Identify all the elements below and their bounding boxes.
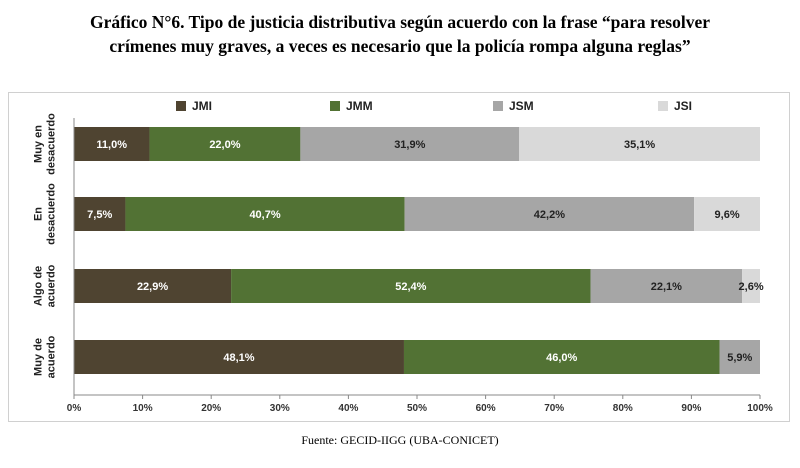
bar-jmm-0 (149, 127, 301, 161)
bar-jsi-0 (519, 127, 760, 161)
y-category-line: Muy en (33, 125, 45, 163)
data-label-jmi-3: 48,1% (223, 352, 254, 364)
x-axis: 0% 10% 20% 30% 40% 50% 60% 70% 80% 90% 100% (67, 118, 773, 414)
x-tick-label-10: 10% (133, 403, 153, 414)
y-category-line: acuerdo (46, 335, 58, 378)
data-label-jmm-2: 52,4% (395, 281, 426, 293)
legend-swatch-jsm (493, 101, 503, 111)
data-label-jsm-0: 31,9% (394, 139, 425, 151)
bar-jsi-2 (742, 269, 760, 303)
data-label-jsi-2: 2,6% (739, 281, 764, 293)
bar-jsm-1 (404, 197, 695, 231)
bar-jmi-0 (74, 127, 150, 161)
y-category-line: acuerdo (46, 264, 58, 307)
y-category-line: desacuerdo (46, 113, 58, 175)
y-category-label-1: Endesacuerdo (33, 183, 58, 245)
x-tick-label-20: 20% (201, 403, 221, 414)
svg-text:Muy deacuerdo: Muy deacuerdo (33, 335, 58, 378)
svg-text:Algo deacuerdo: Algo deacuerdo (33, 264, 58, 307)
data-label-jmi-2: 22,9% (137, 281, 168, 293)
x-tick-label-60: 60% (476, 403, 496, 414)
x-tick-label-70: 70% (544, 403, 564, 414)
y-category-line: Muy de (33, 338, 45, 376)
data-label-jsi-1: 9,6% (715, 209, 740, 221)
data-label-jmm-1: 40,7% (249, 209, 280, 221)
data-label-jmi-0: 11,0% (96, 139, 127, 151)
data-label-jsi-0: 35,1% (624, 139, 655, 151)
svg-text:Muy endesacuerdo: Muy endesacuerdo (33, 113, 58, 175)
stacked-bar-chart: JMI JMM JSM JSI 11,0% 22,0% 31,9% 35,1% 7,5% 40,… (33, 99, 773, 414)
y-category-label-0: Muy endesacuerdo (33, 113, 58, 175)
svg-text:Endesacuerdo: Endesacuerdo (33, 183, 58, 245)
chart-title-line-1: Gráfico N°6. Tipo de justicia distributi… (90, 12, 710, 32)
x-tick-label-90: 90% (681, 403, 701, 414)
legend-swatch-jsi (658, 101, 668, 111)
legend-label-jsm: JSM (509, 99, 534, 113)
data-label-jsm-2: 22,1% (651, 281, 682, 293)
chart-frame (8, 92, 790, 422)
bars: 11,0% 22,0% 31,9% 35,1% 7,5% 40,7% 42,2% 9,6% 22… (74, 127, 764, 374)
x-tick-label-80: 80% (613, 403, 633, 414)
legend-label-jmi: JMI (192, 99, 212, 113)
bar-jmm-3 (403, 340, 720, 374)
bar-jsi-1 (694, 197, 760, 231)
y-category-line: Algo de (33, 266, 45, 306)
x-tick-label-0: 0% (67, 403, 82, 414)
bar-jmm-2 (231, 269, 591, 303)
legend-label-jmm: JMM (346, 99, 373, 113)
legend-label-jsi: JSI (674, 99, 692, 113)
data-label-jsm-3: 5,9% (727, 352, 752, 364)
bar-jmi-3 (74, 340, 404, 374)
data-label-jsm-1: 42,2% (534, 209, 565, 221)
y-category-line: En (33, 207, 45, 221)
legend-swatch-jmi (176, 101, 186, 111)
legend-swatch-jmm (330, 101, 340, 111)
data-label-jmm-0: 22,0% (209, 139, 240, 151)
chart-title-line-2: crímenes muy graves, a veces es necesari… (109, 36, 691, 56)
x-tick-label-50: 50% (407, 403, 427, 414)
source-note: Fuente: GECID-IIGG (UBA-CONICET) (301, 433, 499, 447)
bar-jsm-2 (590, 269, 743, 303)
bar-jsm-0 (300, 127, 520, 161)
bar-jmi-2 (74, 269, 232, 303)
y-category-label-2: Algo deacuerdo (33, 264, 58, 307)
bar-jsm-3 (719, 340, 760, 374)
x-tick-label-100: 100% (747, 403, 773, 414)
data-label-jmm-3: 46,0% (546, 352, 577, 364)
x-tick-label-40: 40% (338, 403, 358, 414)
x-tick-label-30: 30% (270, 403, 290, 414)
y-category-label-3: Muy deacuerdo (33, 335, 58, 378)
data-label-jmi-1: 7,5% (87, 209, 112, 221)
y-category-line: desacuerdo (46, 183, 58, 245)
chart-title: Gráfico N°6. Tipo de justicia distributi… (0, 10, 800, 58)
legend: JMI JMM JSM JSI (176, 99, 692, 113)
bar-jmm-1 (125, 197, 405, 231)
bar-jmi-1 (74, 197, 126, 231)
